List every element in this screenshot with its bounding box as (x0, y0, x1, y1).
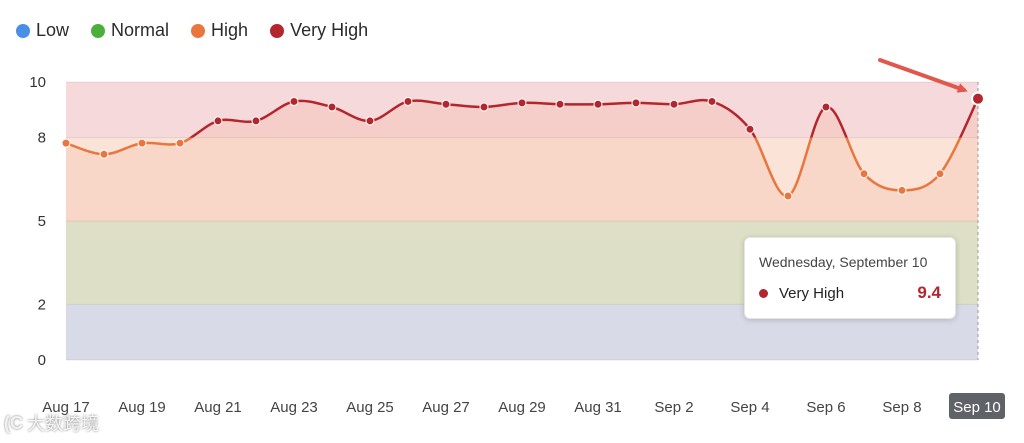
data-point (555, 99, 565, 109)
data-point (251, 116, 261, 126)
data-point (403, 96, 413, 106)
band-high (66, 137, 978, 221)
data-point (327, 102, 337, 112)
data-point (593, 99, 603, 109)
data-point (859, 169, 869, 179)
watermark-text: 大数跨境 (27, 414, 99, 434)
x-tick-highlight (949, 393, 1005, 419)
series-area (66, 98, 978, 361)
legend-item-low[interactable]: Low (16, 20, 69, 41)
legend-label-normal: Normal (111, 20, 170, 40)
tooltip-date: Wednesday, September 10 (759, 254, 928, 270)
chart-legend: Low Normal High Very High (16, 20, 390, 41)
legend-label-very-high: Very High (290, 20, 369, 40)
y-tick-label: 10 (29, 74, 46, 91)
x-tick-label: Sep 4 (730, 399, 769, 416)
legend-label-high: High (211, 20, 249, 40)
annotation-arrow (878, 58, 968, 93)
data-point (137, 138, 147, 148)
data-point (897, 185, 907, 195)
y-tick-label: 2 (38, 296, 46, 313)
data-point (213, 116, 223, 126)
legend-label-low: Low (36, 20, 70, 40)
watermark: (C 大数跨境 (4, 410, 99, 436)
legend-item-high[interactable]: High (191, 20, 248, 41)
x-tick-label: Aug 19 (118, 399, 166, 416)
x-tick-label: Aug 25 (346, 399, 394, 416)
tooltip-value: 9.4 (917, 283, 941, 302)
x-tick-label: Sep 6 (806, 399, 845, 416)
data-point (99, 149, 109, 159)
tooltip-series-label: Very High (779, 285, 845, 302)
data-point (289, 96, 299, 106)
legend-item-normal[interactable]: Normal (91, 20, 169, 41)
x-tick-label: Sep 8 (882, 399, 921, 416)
x-tick-label: Aug 23 (270, 399, 318, 416)
watermark-logo: (C (4, 412, 23, 433)
legend-item-very-high[interactable]: Very High (270, 20, 368, 41)
x-tick-label: Sep 10 (953, 399, 1001, 416)
data-point (821, 102, 831, 112)
data-point (175, 138, 185, 148)
x-tick-label: Aug 27 (422, 399, 470, 416)
data-point (669, 99, 679, 109)
x-tick-label: Aug 31 (574, 399, 622, 416)
x-tick-label: Aug 29 (498, 399, 546, 416)
data-point (441, 99, 451, 109)
data-point (631, 98, 641, 108)
y-tick-label: 8 (38, 130, 46, 147)
tooltip-series-dot (759, 289, 768, 298)
chart-tooltip: Wednesday, September 10 Very High 9.4 (744, 237, 956, 319)
data-point (745, 124, 755, 134)
data-point (365, 116, 375, 126)
legend-swatch-very-high (270, 23, 285, 38)
data-point (783, 191, 793, 201)
data-point (517, 98, 527, 108)
data-point (971, 91, 985, 106)
y-tick-label: 5 (38, 213, 46, 230)
legend-swatch-normal (91, 23, 106, 38)
x-tick-label: Aug 21 (194, 399, 242, 416)
data-point (707, 96, 717, 106)
x-tick-label: Aug 17 (42, 399, 90, 416)
data-point (935, 169, 945, 179)
legend-swatch-low (16, 23, 30, 38)
y-tick-label: 0 (38, 352, 46, 369)
data-point (479, 102, 489, 112)
x-tick-label: Sep 2 (654, 399, 693, 416)
legend-swatch-high (191, 23, 206, 38)
data-point (61, 138, 71, 148)
